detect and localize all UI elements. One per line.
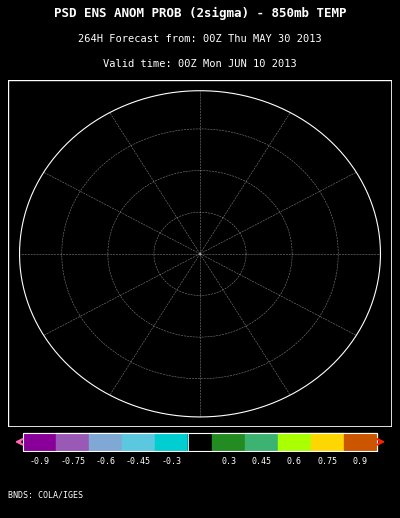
- Bar: [188, 433, 212, 451]
- Bar: [188, 433, 212, 451]
- Text: 0.3: 0.3: [221, 457, 236, 466]
- Bar: [89, 433, 122, 451]
- Text: -0.9: -0.9: [30, 457, 50, 466]
- Text: -0.6: -0.6: [96, 457, 116, 466]
- Text: 0.9: 0.9: [353, 457, 368, 466]
- Text: -0.75: -0.75: [60, 457, 85, 466]
- Bar: [344, 433, 377, 451]
- Text: 264H Forecast from: 00Z Thu MAY 30 2013: 264H Forecast from: 00Z Thu MAY 30 2013: [78, 34, 322, 44]
- Bar: [278, 433, 311, 451]
- Text: 0.75: 0.75: [317, 457, 337, 466]
- Bar: [212, 433, 245, 451]
- Text: -0.45: -0.45: [126, 457, 151, 466]
- Text: BNDS: COLA/IGES: BNDS: COLA/IGES: [8, 490, 83, 499]
- Bar: [155, 433, 188, 451]
- Text: -0.3: -0.3: [161, 457, 181, 466]
- Text: 0.45: 0.45: [252, 457, 272, 466]
- Bar: [245, 433, 278, 451]
- Bar: [122, 433, 155, 451]
- Text: Valid time: 00Z Mon JUN 10 2013: Valid time: 00Z Mon JUN 10 2013: [103, 60, 297, 69]
- Text: 0.6: 0.6: [287, 457, 302, 466]
- Bar: [23, 433, 56, 451]
- Bar: [56, 433, 89, 451]
- Text: PSD ENS ANOM PROB (2sigma) - 850mb TEMP: PSD ENS ANOM PROB (2sigma) - 850mb TEMP: [54, 6, 346, 20]
- Bar: [311, 433, 344, 451]
